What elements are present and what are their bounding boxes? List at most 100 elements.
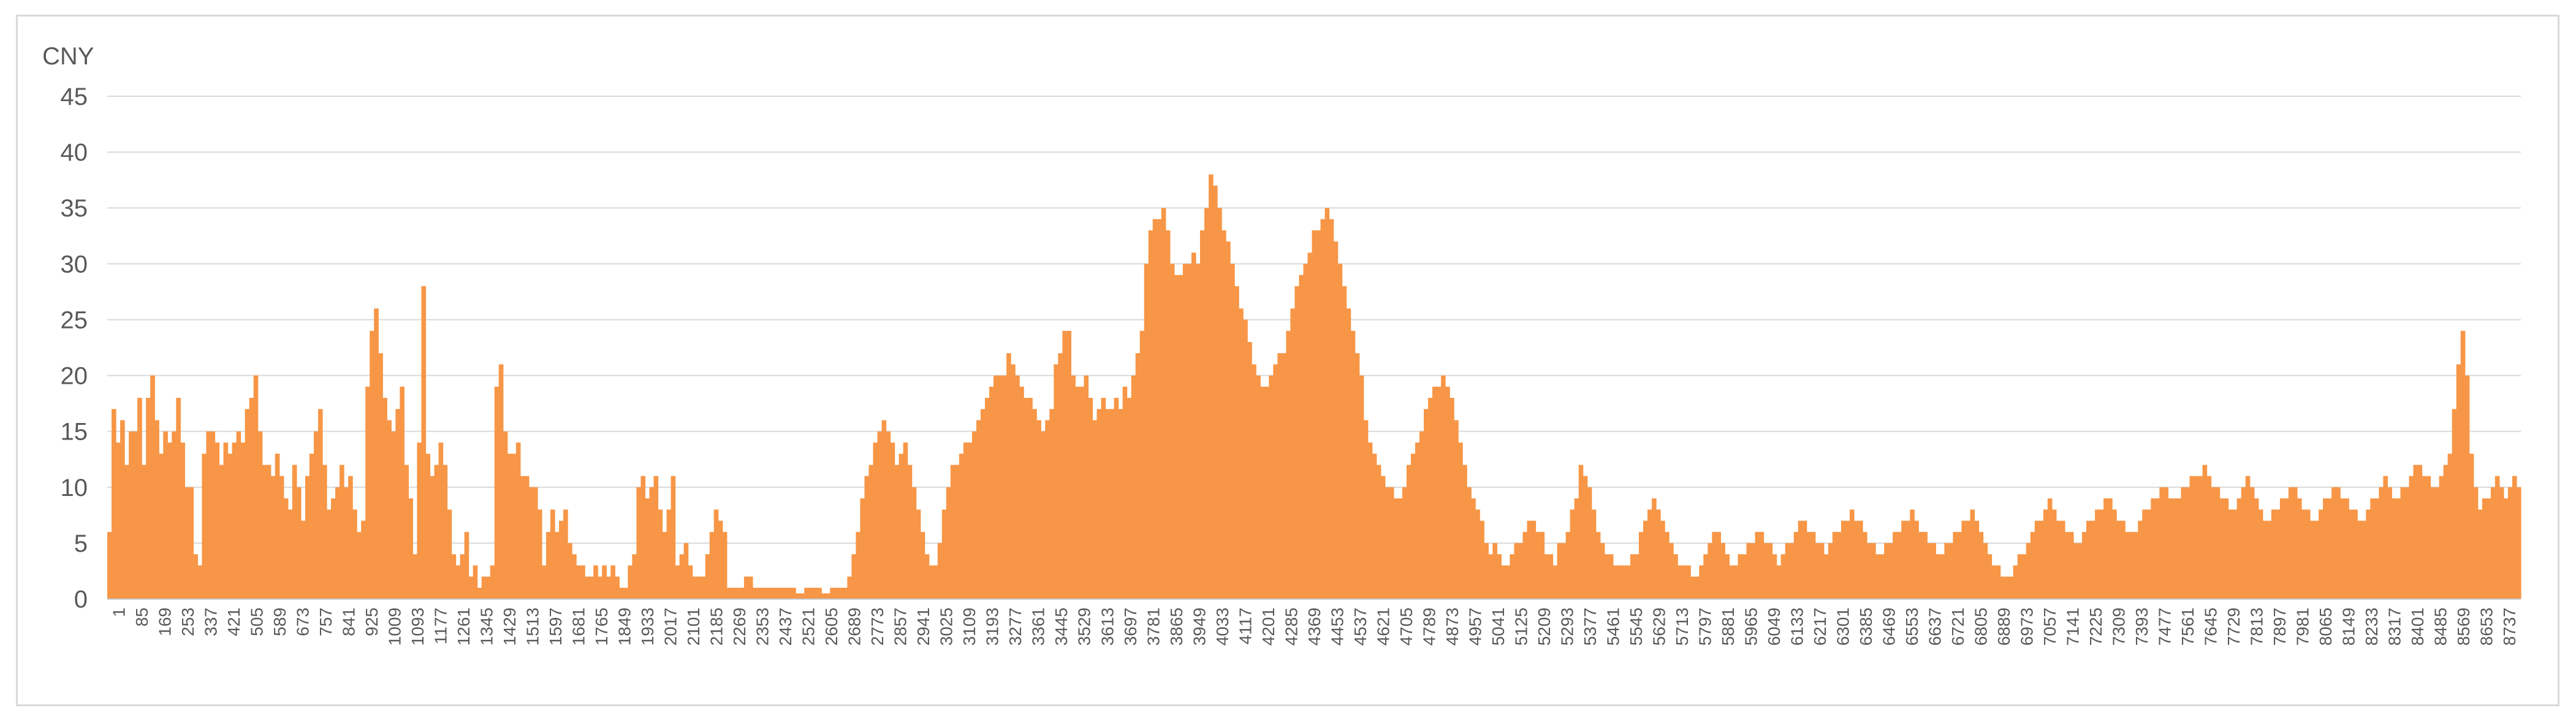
x-tick-label: 6805: [1971, 608, 1990, 646]
bar: [585, 576, 590, 599]
bar: [189, 487, 194, 599]
bar: [1660, 520, 1665, 599]
bar: [1600, 543, 1605, 599]
bar: [1720, 543, 1725, 599]
bar: [1871, 543, 1876, 599]
bar: [1096, 409, 1102, 599]
bar: [1054, 364, 1058, 599]
bar: [2430, 487, 2436, 599]
chart-frame: 0 5 10 15 20 25 30 35 40 45 CNY 1 85 169 253 337 421 505 5…: [16, 15, 2559, 706]
bar: [761, 587, 766, 599]
bar: [2387, 487, 2393, 599]
bar: [2047, 498, 2053, 599]
x-tick-label: 3361: [1029, 608, 1048, 646]
bar: [1041, 431, 1046, 599]
bar: [739, 587, 745, 599]
bar: [2091, 520, 2095, 599]
bar: [1303, 264, 1309, 599]
bar: [1256, 375, 1261, 599]
x-tick-label: 5965: [1741, 608, 1760, 646]
y-tick-label: 15: [61, 419, 88, 446]
x-tick-label: 5377: [1581, 608, 1600, 646]
y-tick-label: 20: [61, 363, 88, 390]
bar: [877, 431, 883, 599]
bar: [2194, 476, 2199, 599]
bar: [2108, 498, 2113, 599]
bar: [116, 442, 121, 599]
bar: [2254, 498, 2259, 599]
bar: [890, 442, 895, 599]
bar: [688, 565, 693, 599]
x-tick-label: 8317: [2385, 608, 2404, 646]
x-tick-label: 2857: [891, 608, 910, 646]
bar: [998, 375, 1003, 599]
bar: [184, 487, 189, 599]
bar: [1316, 230, 1321, 600]
bar: [1071, 375, 1076, 599]
bar: [920, 532, 925, 599]
bar: [563, 509, 568, 599]
bar: [1936, 554, 1940, 599]
bar: [438, 442, 444, 599]
bar: [2185, 487, 2190, 599]
x-tick-label: 8653: [2477, 608, 2496, 646]
bar: [1505, 565, 1510, 599]
x-tick-label: 5797: [1695, 608, 1714, 646]
bar: [2172, 498, 2178, 599]
bar: [378, 353, 383, 599]
bar: [240, 442, 246, 599]
bar: [1548, 554, 1554, 599]
bar: [1557, 543, 1562, 599]
bar: [683, 543, 689, 599]
bar: [1901, 520, 1906, 599]
bar: [2245, 476, 2251, 599]
bar: [421, 286, 427, 599]
bar: [589, 576, 594, 599]
bar: [2301, 509, 2306, 599]
bar: [615, 576, 620, 599]
bar: [2004, 576, 2010, 599]
bar: [2310, 520, 2315, 599]
bar: [1127, 398, 1132, 599]
y-tick-label: 10: [61, 474, 88, 501]
bar: [989, 386, 994, 599]
bar: [1905, 520, 1910, 599]
bar: [172, 431, 177, 599]
bar: [658, 509, 663, 599]
x-tick-label: 1681: [569, 608, 588, 646]
bar: [1755, 532, 1760, 599]
bar: [468, 576, 474, 599]
bar: [1893, 532, 1898, 599]
bar: [473, 565, 478, 599]
bar: [804, 587, 809, 599]
bar: [1187, 264, 1192, 599]
bar: [528, 487, 534, 599]
bar: [1135, 353, 1141, 599]
bar: [1161, 208, 1166, 599]
bar: [2456, 364, 2461, 599]
bar: [1823, 554, 1829, 599]
bar: [1222, 230, 1226, 600]
x-tick-label: 2101: [684, 608, 703, 646]
bar: [1841, 520, 1846, 599]
bar: [1105, 409, 1111, 599]
bar: [370, 330, 374, 599]
bar: [2258, 509, 2263, 599]
bar: [1510, 554, 1515, 599]
bar: [851, 554, 857, 599]
bar: [692, 576, 697, 599]
bar: [653, 476, 659, 599]
x-tick-label: 4537: [1351, 608, 1370, 646]
x-tick-label: 7141: [2063, 608, 2082, 646]
bar: [2404, 487, 2410, 599]
x-tick-label: 2605: [822, 608, 841, 646]
bar: [718, 520, 723, 599]
bar: [1062, 330, 1067, 599]
bar: [236, 431, 241, 599]
bar: [331, 498, 336, 599]
bar: [602, 565, 607, 599]
bar: [313, 431, 319, 599]
y-tick-label: 0: [74, 586, 88, 613]
bar: [1699, 565, 1704, 599]
x-tick-label: 7225: [2086, 608, 2105, 646]
